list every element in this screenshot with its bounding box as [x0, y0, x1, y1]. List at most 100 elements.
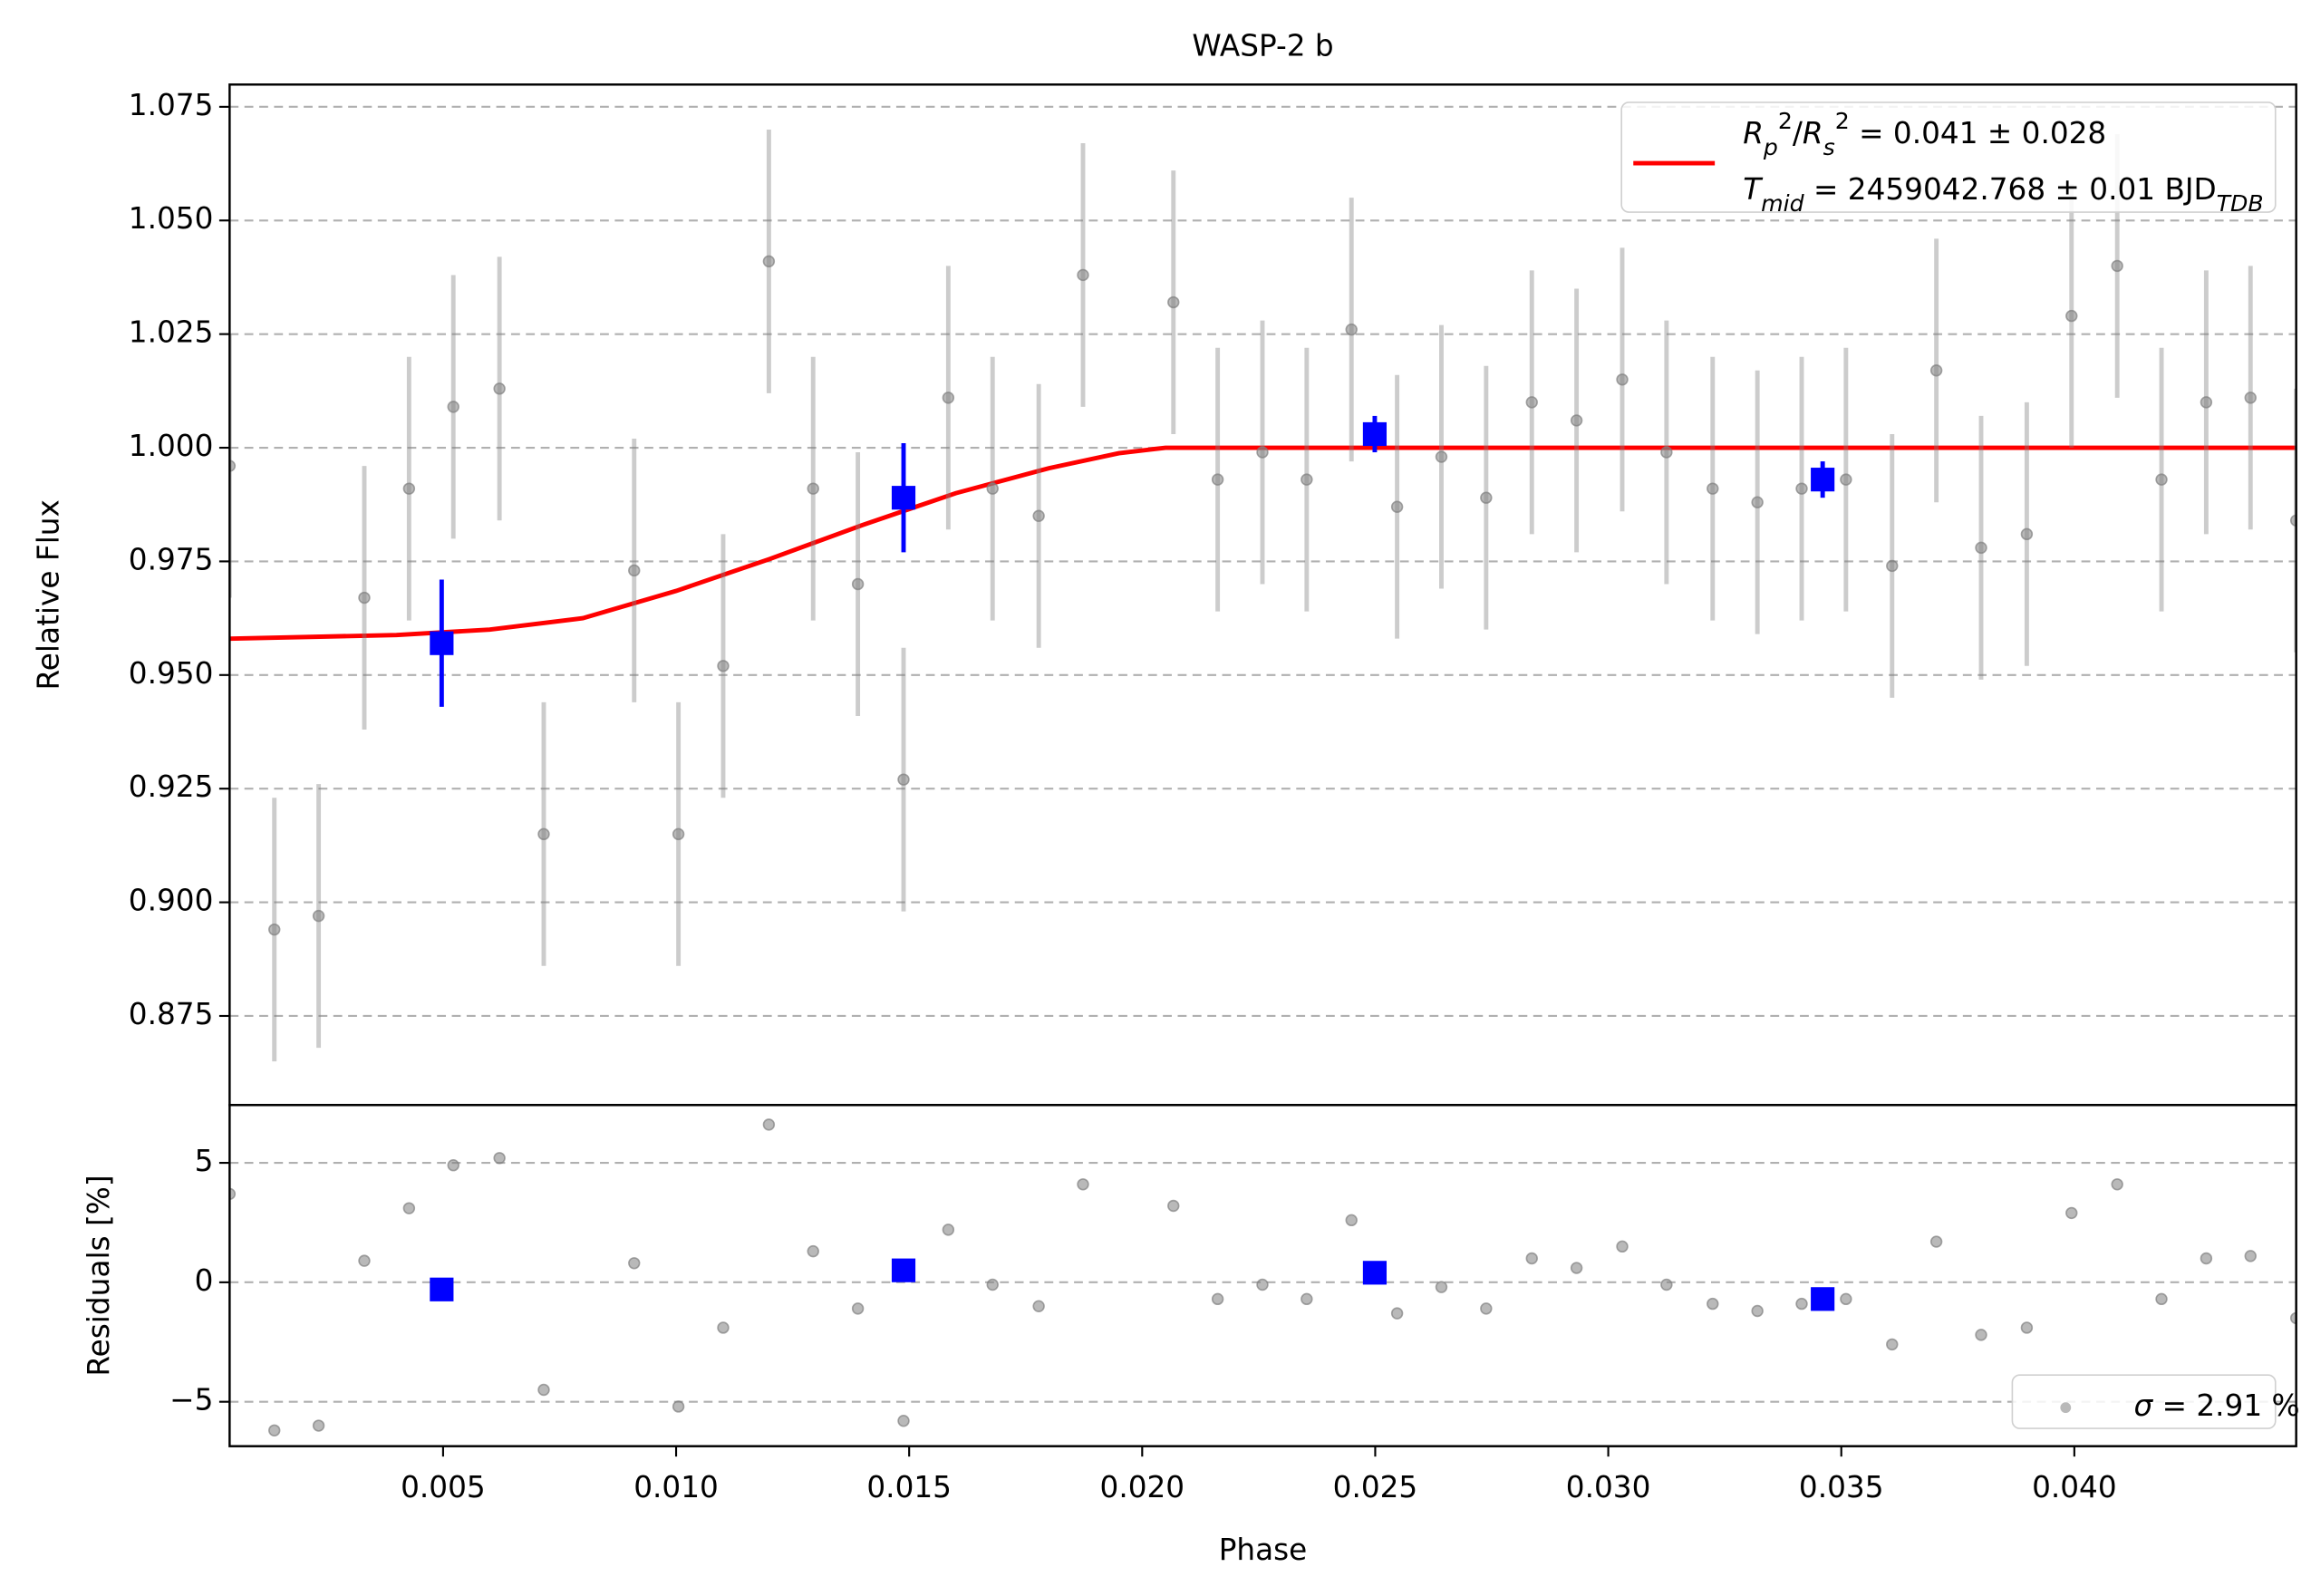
y-tick-label: 1.050 — [129, 201, 214, 236]
data-point — [1435, 450, 1448, 463]
y-axis-label: Relative Flux — [32, 499, 66, 690]
data-point — [1795, 1297, 1808, 1311]
data-point — [1211, 1292, 1224, 1306]
y-tick-label: 0.875 — [129, 997, 214, 1031]
data-point — [1077, 1178, 1089, 1191]
x-tick-label: 0.020 — [1100, 1470, 1185, 1504]
legend-text-part: T — [1743, 172, 1764, 207]
x-tick-label: 0.010 — [633, 1470, 719, 1504]
legend-text-part: = 0.041 ± 0.028 — [1850, 116, 2106, 150]
y-tick-label: 0.925 — [129, 769, 214, 804]
data-point — [1616, 373, 1629, 386]
data-point — [672, 1400, 685, 1413]
x-tick-label: 0.005 — [401, 1470, 486, 1504]
plot-area — [229, 1118, 2296, 1437]
data-point — [1886, 559, 1899, 573]
data-point — [229, 1187, 237, 1201]
data-point — [312, 1419, 325, 1432]
data-point — [807, 1244, 819, 1258]
data-point — [1751, 496, 1764, 508]
data-point — [2289, 514, 2296, 527]
data-point — [2200, 396, 2213, 409]
data-point — [1707, 1297, 1719, 1311]
data-point — [762, 1118, 776, 1131]
data-point — [2111, 1178, 2123, 1191]
data-point — [1570, 414, 1583, 427]
legend-text-part: 2 — [1778, 107, 1793, 133]
legend-text-part: mid — [1761, 190, 1804, 217]
x-tick-label: 0.025 — [1333, 1470, 1418, 1504]
data-point — [537, 827, 550, 841]
data-point — [2200, 1252, 2213, 1265]
data-point — [717, 1321, 730, 1334]
data-point — [402, 482, 416, 495]
legend-text-part: p — [1763, 133, 1778, 160]
data-point — [851, 577, 865, 591]
data-point — [986, 1278, 999, 1291]
data-point — [1032, 509, 1045, 522]
data-point — [1167, 1199, 1180, 1213]
legend-text-part: R — [1803, 116, 1823, 150]
y-tick-label: 0 — [195, 1263, 214, 1298]
x-tick-label: 0.015 — [866, 1470, 952, 1504]
axes-frame — [228, 1104, 2297, 1447]
y-axis-label: Residuals [%] — [82, 1175, 116, 1376]
plot-area — [229, 129, 2296, 1062]
legend-label: σ = 2.91 % — [2133, 1388, 2299, 1423]
legend-text-part: = 2459042.768 ± 0.01 BJD — [1804, 172, 2217, 207]
data-point — [1616, 1240, 1629, 1253]
binned-point — [1811, 468, 1835, 492]
y-tick-label: 1.075 — [129, 88, 214, 122]
data-point — [986, 482, 999, 495]
legend-box — [1620, 102, 2277, 213]
data-point — [1660, 1278, 1673, 1291]
legend-text-part: σ — [2133, 1388, 2153, 1423]
data-point — [717, 660, 730, 672]
data-point — [447, 401, 459, 413]
legend-text-part: TDB — [2217, 190, 2264, 217]
data-point — [851, 1302, 865, 1315]
data-point — [2155, 473, 2168, 486]
binned-point — [430, 1277, 454, 1301]
y-tick-label: −5 — [169, 1383, 213, 1417]
data-point — [1751, 1304, 1764, 1318]
legend-label: Rp2/Rs2 = 0.041 ± 0.028 — [1743, 107, 2106, 160]
data-point — [2289, 1311, 2296, 1325]
data-point — [358, 1254, 371, 1267]
data-point — [447, 1158, 459, 1172]
data-point — [942, 1224, 955, 1236]
legend-text-part: R — [1743, 116, 1764, 150]
binned-point — [1362, 421, 1388, 447]
data-point — [1525, 396, 1538, 409]
data-point — [1345, 1214, 1358, 1227]
data-point — [537, 1383, 550, 1397]
y-tick-label: 1.000 — [129, 429, 214, 463]
data-point — [1480, 491, 1493, 504]
data-point — [1525, 1252, 1538, 1265]
legend-text-part: s — [1823, 133, 1835, 160]
data-point — [1256, 1278, 1269, 1291]
data-point — [1167, 295, 1180, 309]
data-point — [1301, 1292, 1313, 1306]
data-point — [2155, 1292, 2168, 1306]
x-axis-label: Phase — [1219, 1533, 1308, 1567]
data-point — [807, 482, 819, 495]
data-point — [1975, 1329, 1987, 1341]
legend-label: Tmid = 2459042.768 ± 0.01 BJDTDB — [1743, 172, 2263, 217]
binned-point — [1811, 1287, 1835, 1311]
data-point — [942, 392, 955, 404]
data-point — [1929, 364, 1943, 377]
data-point — [2244, 1250, 2257, 1262]
data-point — [1480, 1302, 1493, 1315]
data-point — [1390, 500, 1404, 513]
data-point — [1301, 473, 1313, 486]
data-point — [2065, 309, 2078, 323]
data-point — [268, 923, 281, 936]
y-tick-label: 0.950 — [129, 656, 214, 691]
data-point — [1840, 473, 1852, 486]
binned-point — [891, 1258, 916, 1282]
y-tick-label: 0.900 — [129, 884, 214, 918]
data-point — [1211, 473, 1224, 486]
